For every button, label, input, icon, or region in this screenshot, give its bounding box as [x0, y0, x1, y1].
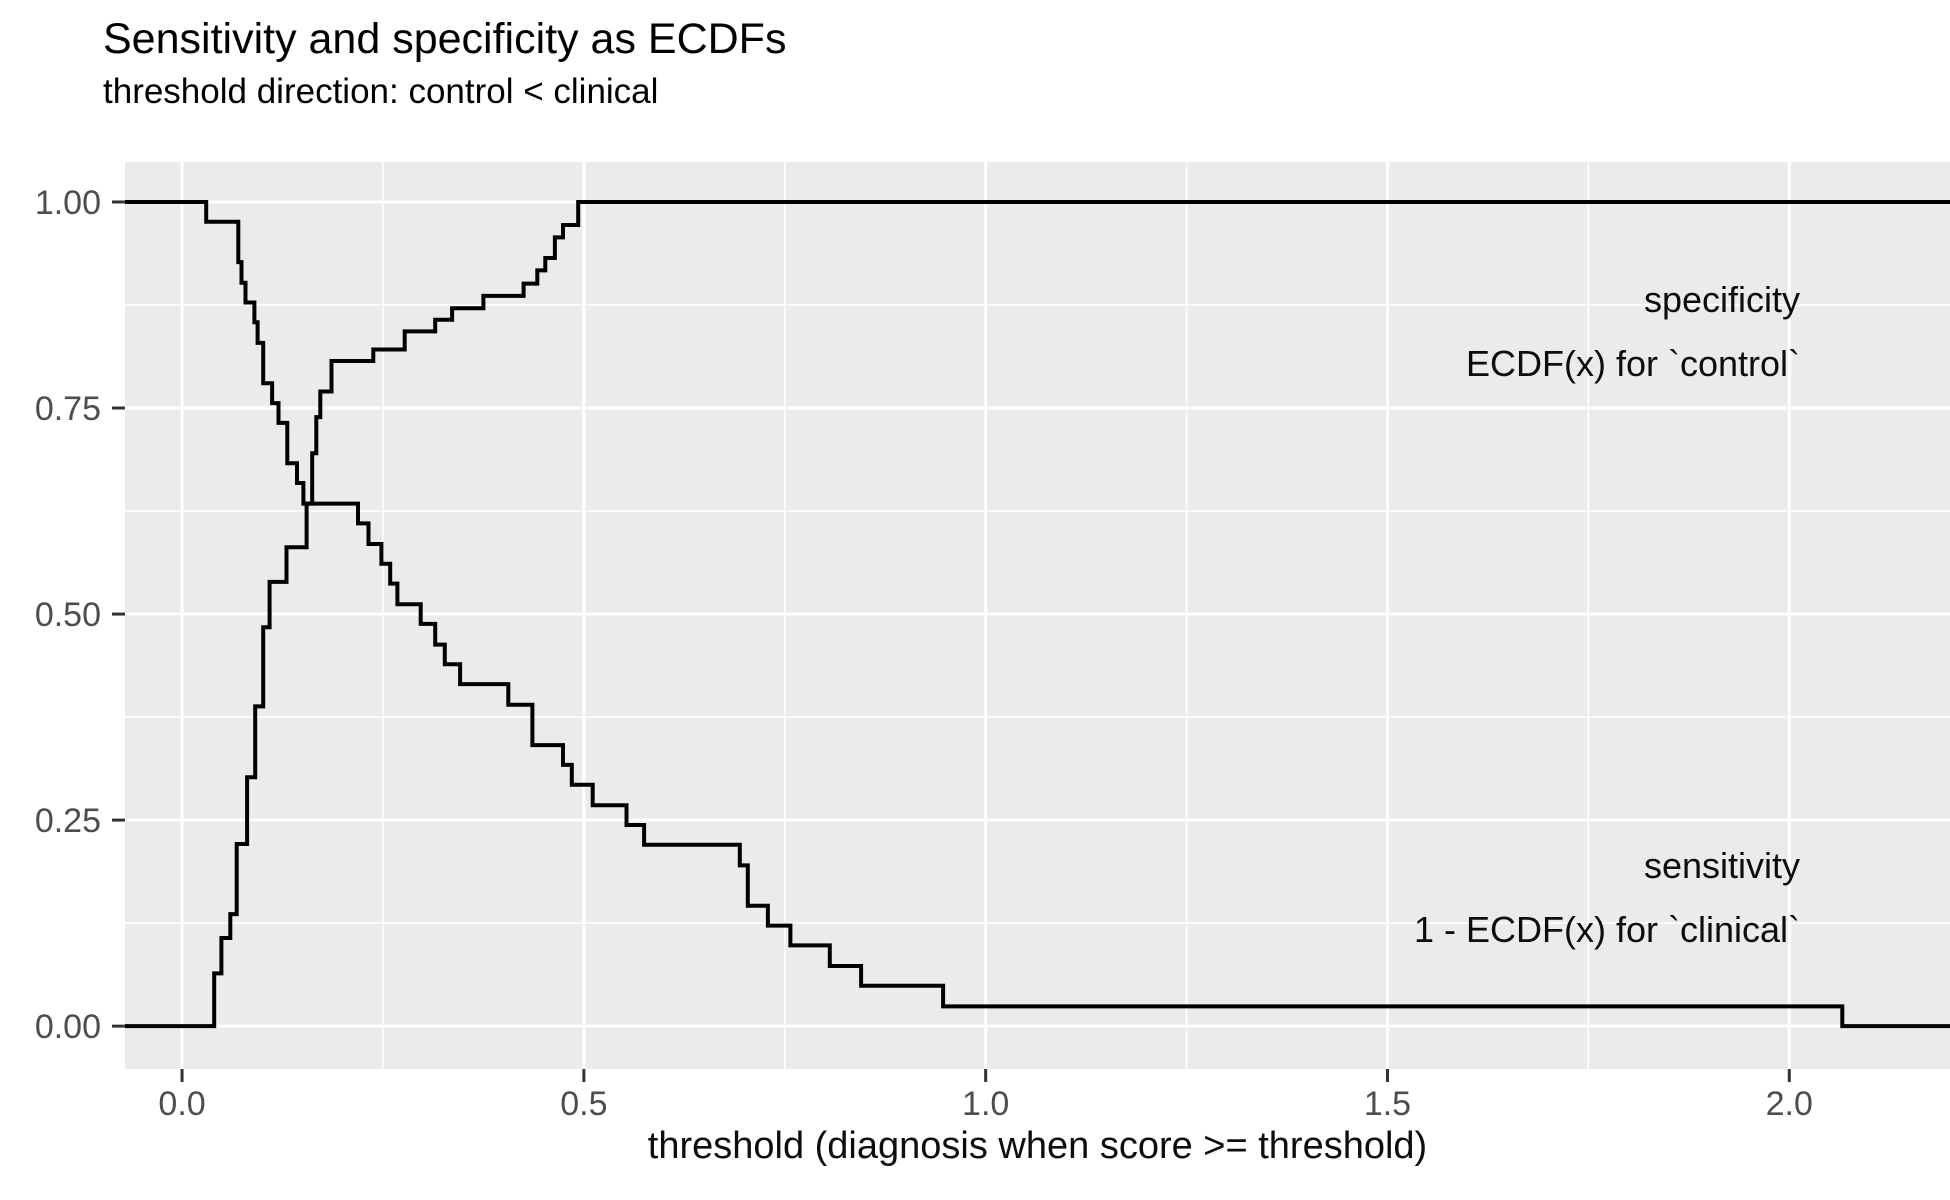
specificity-annotation: specificity ECDF(x) for `control` — [1466, 268, 1800, 396]
sensitivity-annotation: sensitivity 1 - ECDF(x) for `clinical` — [1414, 834, 1800, 962]
chart-subtitle: threshold direction: control < clinical — [103, 72, 659, 111]
x-tick-label: 1.5 — [1364, 1085, 1411, 1123]
y-tick-label: 0.00 — [35, 1008, 101, 1046]
sensitivity-curve — [125, 200, 1950, 1029]
sensitivity-annotation-line1: sensitivity — [1643, 845, 1800, 886]
sensitivity-annotation-line2: 1 - ECDF(x) for `clinical` — [1413, 909, 1800, 950]
y-tick-label: 0.25 — [35, 802, 101, 840]
x-axis-title: threshold (diagnosis when score >= thres… — [647, 1125, 1428, 1167]
x-tick-label: 2.0 — [1766, 1085, 1813, 1123]
y-tick-label: 1.00 — [35, 184, 101, 222]
specificity-annotation-line1: specificity — [1643, 279, 1800, 320]
x-tick-label: 1.0 — [962, 1085, 1009, 1123]
y-tick-label: 0.50 — [35, 596, 101, 634]
chart-title: Sensitivity and specificity as ECDFs — [103, 15, 787, 63]
x-tick-label: 0.5 — [560, 1085, 607, 1123]
specificity-curve — [125, 200, 1950, 1029]
specificity-annotation-line2: ECDF(x) for `control` — [1465, 343, 1800, 384]
y-tick-label: 0.75 — [35, 390, 101, 428]
x-tick-label: 0.0 — [158, 1085, 205, 1123]
